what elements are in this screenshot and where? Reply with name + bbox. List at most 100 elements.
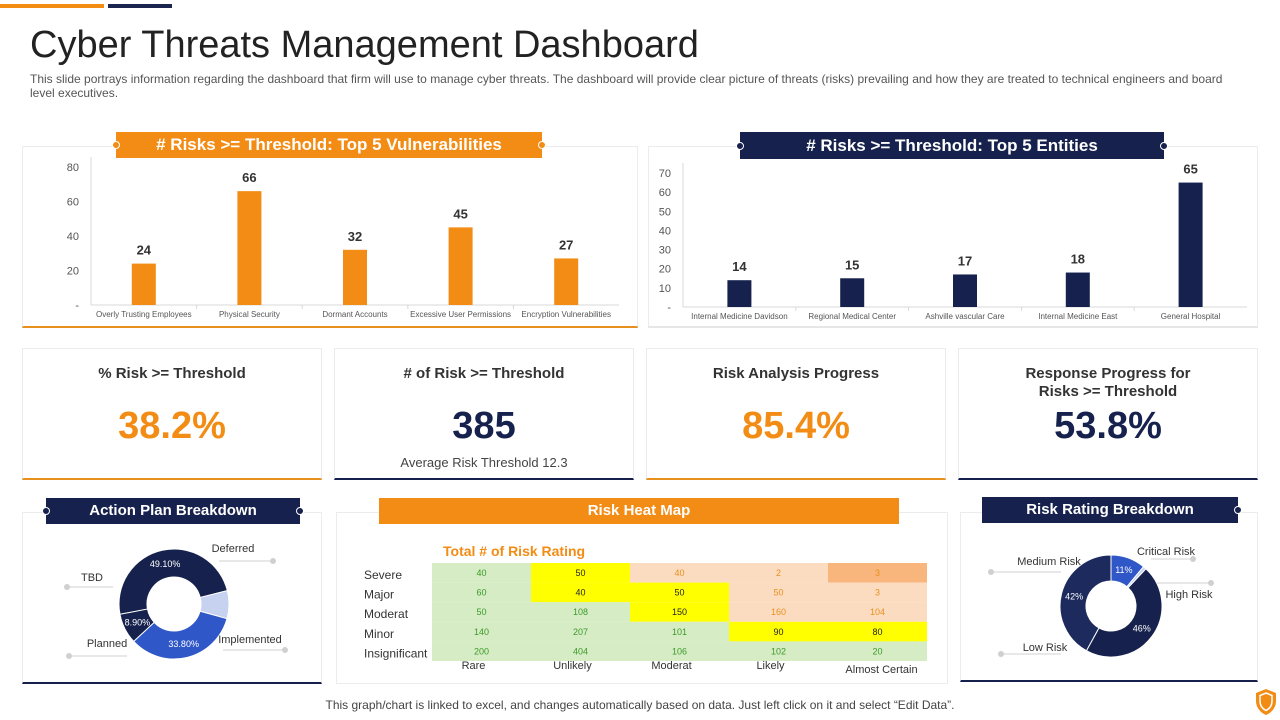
action-plan-panel[interactable]: 49.10% 33.80% 8.90% TBD Deferred Implemented P… <box>22 512 322 684</box>
heat-row-label: Insignificant <box>364 646 428 660</box>
heat-map-panel[interactable]: Total # of Risk Rating Severe 40 50 40 2 3 Majo… <box>336 512 948 684</box>
heat-cell-value: 2 <box>776 568 781 578</box>
bar <box>1065 272 1090 307</box>
heat-cell-value: 404 <box>573 646 588 656</box>
tab-dot-right <box>1234 506 1242 514</box>
heat-cell <box>531 602 630 622</box>
legend-label: Critical Risk <box>1137 546 1196 558</box>
kpi-response-progress-card[interactable]: Response Progress for Risks >= Threshold… <box>958 348 1258 480</box>
vuln-chart-header: # Risks >= Threshold: Top 5 Vulnerabilit… <box>112 132 546 158</box>
heat-cell-value: 60 <box>476 588 486 598</box>
heat-cell <box>729 621 828 642</box>
x-tick-label: Internal Medicine Davidson <box>691 312 788 321</box>
heat-cell <box>531 641 630 661</box>
donut-slice <box>118 548 228 615</box>
bar-value-label: 14 <box>732 259 747 274</box>
heat-cell-value: 50 <box>476 607 486 617</box>
x-tick-label: Ashville vascular Care <box>925 312 1005 321</box>
legend-label: Low Risk <box>1023 642 1068 654</box>
leader-dot <box>64 584 70 590</box>
kpi-subtext: Average Risk Threshold 12.3 <box>400 455 568 470</box>
kpi-risk-count-card[interactable]: # of Risk >= Threshold 385 Average Risk … <box>334 348 634 480</box>
slice-value-label: 11% <box>1115 565 1132 575</box>
heat-cell <box>432 563 531 583</box>
kpi-label: # of Risk >= Threshold <box>403 365 565 382</box>
heat-cell-value: 40 <box>674 568 684 578</box>
entity-chart-panel[interactable]: - 10 20 30 40 50 60 70 14 Internal Medicine David… <box>648 146 1258 328</box>
kpi-analysis-progress-card[interactable]: Risk Analysis Progress 85.4% <box>646 348 946 480</box>
heat-cell <box>630 582 729 603</box>
risk-heat-map[interactable]: Total # of Risk Rating Severe 40 50 40 2 3 Majo… <box>337 513 949 683</box>
heat-cell-value: 3 <box>875 588 880 598</box>
heat-col-label: Unlikely <box>553 660 592 672</box>
risk-rating-header: Risk Rating Breakdown <box>982 497 1242 523</box>
donut-slice <box>132 610 228 660</box>
donut-slice <box>1059 554 1112 652</box>
leader-dot <box>66 653 72 659</box>
bar-value-label: 15 <box>845 257 859 272</box>
entity-chart-title: # Risks >= Threshold: Top 5 Entities <box>806 136 1098 155</box>
y-tick-label: 20 <box>659 264 671 276</box>
bar-value-label: 66 <box>242 170 256 185</box>
heat-cell <box>729 563 828 583</box>
kpi-risk-percent-card[interactable]: % Risk >= Threshold 38.2% <box>22 348 322 480</box>
heat-cell-value: 150 <box>672 607 687 617</box>
leader-dot <box>282 647 288 653</box>
heat-cell-value: 160 <box>771 607 786 617</box>
heat-cell <box>729 641 828 661</box>
bar <box>1178 182 1203 307</box>
y-tick-label: 20 <box>67 266 79 278</box>
bar <box>237 191 262 305</box>
risk-rating-donut[interactable]: 11% 46% 42% Critical Risk High Risk Low Risk M… <box>961 513 1259 681</box>
heat-cell-value: 200 <box>474 646 489 656</box>
leader-dot <box>988 569 994 575</box>
y-tick-label: - <box>667 302 671 314</box>
x-tick-label: Dormant Accounts <box>322 310 387 319</box>
shield-icon <box>1256 689 1276 715</box>
y-tick-label: 50 <box>659 206 671 218</box>
footer-note: This graph/chart is linked to excel, and… <box>325 698 955 712</box>
y-tick-label: 40 <box>67 231 79 243</box>
heat-cell <box>630 563 729 583</box>
legend-label: Implemented <box>218 634 282 646</box>
slice-value-label: 46% <box>1133 623 1151 633</box>
entity-chart-header: # Risks >= Threshold: Top 5 Entities <box>736 132 1168 159</box>
legend-label: Planned <box>87 638 127 650</box>
vuln-chart-title: # Risks >= Threshold: Top 5 Vulnerabilit… <box>156 135 502 154</box>
heat-cell <box>531 582 630 603</box>
heat-col-label: Rare <box>462 660 486 672</box>
kpi-value: 38.2% <box>118 405 226 447</box>
bar <box>131 263 156 305</box>
action-plan-donut[interactable]: 49.10% 33.80% 8.90% TBD Deferred Implemented P… <box>23 513 323 683</box>
vuln-bar-chart[interactable]: - 20 40 60 80 24 Overly Trusting Employees 66 Ph… <box>23 147 639 327</box>
heat-cell-value: 104 <box>870 607 885 617</box>
bar-value-label: 32 <box>348 229 362 244</box>
risk-rating-panel[interactable]: 11% 46% 42% Critical Risk High Risk Low Risk M… <box>960 512 1258 682</box>
heat-cell <box>630 602 729 622</box>
heat-cell <box>729 582 828 603</box>
x-tick-label: Internal Medicine East <box>1038 312 1118 321</box>
bar <box>448 227 473 305</box>
leader-dot <box>1208 580 1214 586</box>
accent-bar-orange <box>0 4 104 8</box>
accent-bar-navy <box>108 4 172 8</box>
tab-dot-right <box>538 141 546 149</box>
y-tick-label: - <box>75 300 79 312</box>
tab-dot-left <box>112 141 120 149</box>
entity-bar-chart[interactable]: - 10 20 30 40 50 60 70 14 Internal Medicine David… <box>649 147 1259 327</box>
heat-cell-value: 140 <box>474 627 489 637</box>
heat-row-label: Minor <box>364 627 394 641</box>
bar <box>840 278 865 307</box>
heat-cell-value: 50 <box>773 588 783 598</box>
tab-dot-left <box>736 141 744 150</box>
tab-dot-left <box>42 507 50 515</box>
bar-value-label: 17 <box>958 253 972 268</box>
page-title: Cyber Threats Management Dashboard <box>30 24 699 66</box>
bar <box>727 280 752 307</box>
bar-value-label: 18 <box>1071 252 1085 267</box>
heat-col-label: Almost Certain <box>845 664 917 676</box>
y-tick-label: 30 <box>659 245 671 257</box>
legend-label: Medium Risk <box>1017 556 1081 568</box>
heat-cell-value: 40 <box>476 568 486 578</box>
vuln-chart-panel[interactable]: - 20 40 60 80 24 Overly Trusting Employees 66 Ph… <box>22 146 638 328</box>
